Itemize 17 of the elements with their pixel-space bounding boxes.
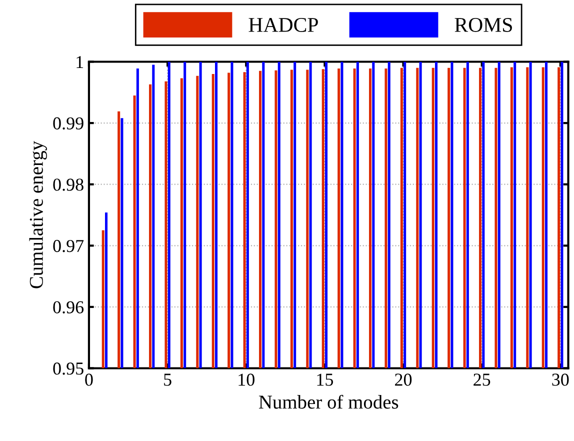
x-tick-label: 20 — [395, 374, 412, 386]
x-tick-label: 5 — [164, 374, 172, 386]
x-tick-label: 0 — [85, 374, 93, 386]
y-tick-label: 0.97 — [53, 240, 84, 252]
legend-label: HADCP — [248, 18, 318, 32]
x-tick-label: 10 — [238, 374, 254, 386]
y-tick-label: 0.96 — [53, 301, 84, 314]
x-tick-label: 30 — [552, 374, 569, 386]
legend-label: ROMS — [454, 18, 512, 32]
x-axis-title: Number of modes — [258, 394, 398, 409]
y-tick-label: 0.99 — [53, 117, 84, 130]
x-tick-label: 25 — [474, 374, 490, 386]
y-tick-label: 0.98 — [53, 178, 84, 191]
y-tick-label: 1 — [76, 56, 84, 68]
y-axis-title: Cumulative energy — [29, 140, 47, 288]
y-tick-label: 0.95 — [53, 362, 84, 375]
x-tick-label: 15 — [317, 374, 334, 386]
